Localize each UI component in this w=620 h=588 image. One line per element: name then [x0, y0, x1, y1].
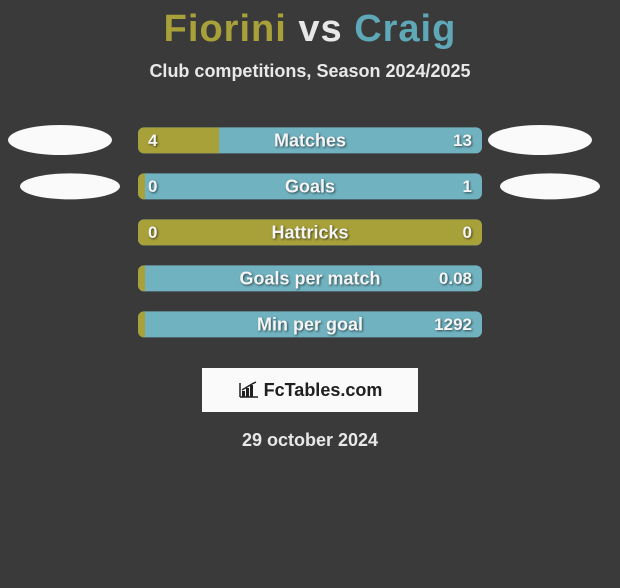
- stat-bar: [138, 127, 482, 153]
- stat-row: Min per goal1292: [0, 304, 620, 350]
- stat-value-left: 0: [148, 177, 157, 197]
- stat-value-right: 0: [463, 223, 472, 243]
- stat-bar: [138, 219, 482, 245]
- snapshot-date: 29 october 2024: [0, 430, 620, 451]
- comparison-title: Fiorini vs Craig: [0, 8, 620, 51]
- stat-row: Matches413: [0, 120, 620, 166]
- stats-chart: Matches413Goals01Hattricks00Goals per ma…: [0, 120, 620, 350]
- player1-blob: [8, 125, 112, 155]
- stat-value-right: 1: [463, 177, 472, 197]
- player2-blob: [488, 125, 592, 155]
- stat-bar-fill: [138, 219, 482, 245]
- bar-chart-icon: [238, 381, 260, 399]
- stat-bar: [138, 311, 482, 337]
- stat-value-right: 13: [453, 131, 472, 151]
- stat-value-left: 4: [148, 131, 157, 151]
- stat-value-left: 0: [148, 223, 157, 243]
- player1-blob: [20, 173, 120, 199]
- subtitle: Club competitions, Season 2024/2025: [0, 61, 620, 82]
- stat-row: Hattricks00: [0, 212, 620, 258]
- logo-text: FcTables.com: [264, 380, 383, 401]
- stat-value-right: 0.08: [439, 269, 472, 289]
- stat-row: Goals per match0.08: [0, 258, 620, 304]
- player2-blob: [500, 173, 600, 199]
- stat-bar-fill: [138, 173, 145, 199]
- stat-bar: [138, 173, 482, 199]
- player2-name: Craig: [354, 8, 456, 50]
- stat-bar-fill: [138, 265, 145, 291]
- attribution-logo: FcTables.com: [202, 368, 418, 412]
- stat-bar: [138, 265, 482, 291]
- stat-row: Goals01: [0, 166, 620, 212]
- player1-name: Fiorini: [164, 8, 287, 50]
- stat-value-right: 1292: [434, 315, 472, 335]
- stat-bar-fill: [138, 311, 145, 337]
- vs-text: vs: [298, 8, 342, 50]
